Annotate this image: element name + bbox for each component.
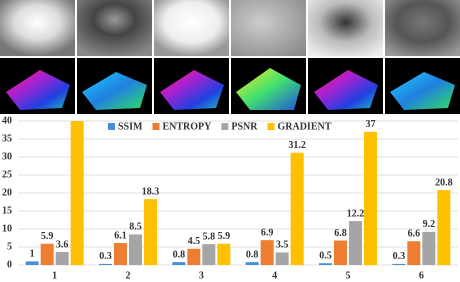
bar bbox=[392, 263, 406, 265]
bar bbox=[364, 131, 377, 265]
value-label: 5.8 bbox=[203, 231, 216, 242]
photo-row bbox=[0, 0, 460, 56]
bar bbox=[407, 241, 421, 265]
value-label: 6.1 bbox=[114, 230, 127, 241]
value-label: 6.6 bbox=[408, 229, 421, 240]
bar bbox=[319, 263, 332, 265]
surface-row bbox=[0, 58, 460, 114]
y-tick-label: 25 bbox=[2, 169, 12, 180]
value-label: 37 bbox=[366, 119, 376, 130]
y-tick-label: 0 bbox=[7, 259, 12, 270]
x-tick-label: 3 bbox=[199, 270, 204, 281]
bar bbox=[349, 221, 362, 265]
legend-swatch bbox=[221, 123, 229, 130]
value-label: 0.3 bbox=[393, 251, 406, 262]
value-label: 0.8 bbox=[246, 249, 259, 260]
y-tick-label: 15 bbox=[2, 205, 12, 216]
y-tick-label: 30 bbox=[2, 151, 12, 162]
bar bbox=[129, 234, 142, 265]
legend-label: ENTROPY bbox=[162, 121, 212, 132]
x-tick-label: 2 bbox=[126, 270, 131, 281]
bar bbox=[202, 244, 216, 265]
bar bbox=[437, 190, 451, 265]
bar bbox=[422, 231, 436, 265]
y-tick-label: 40 bbox=[2, 115, 12, 126]
value-label: 9.2 bbox=[423, 219, 436, 230]
value-label: 3.5 bbox=[276, 240, 289, 251]
bar bbox=[172, 262, 186, 265]
bar-chart: 0510152025303540115.93.620.36.18.518.330… bbox=[2, 115, 458, 281]
x-tick-label: 4 bbox=[272, 270, 277, 281]
value-label: 20.8 bbox=[435, 177, 453, 188]
bar bbox=[245, 262, 259, 265]
value-label: 0.5 bbox=[319, 250, 332, 261]
value-label: 0.8 bbox=[173, 249, 186, 260]
bar bbox=[275, 252, 289, 265]
value-label: 0.3 bbox=[99, 251, 112, 262]
bar bbox=[260, 240, 274, 265]
value-label: 18.3 bbox=[142, 186, 160, 197]
bar bbox=[334, 240, 347, 265]
bar bbox=[70, 121, 84, 265]
value-label: 8.5 bbox=[129, 222, 142, 233]
value-label: 5.9 bbox=[41, 231, 54, 242]
bar bbox=[25, 261, 39, 265]
bar bbox=[114, 243, 127, 265]
bar bbox=[290, 152, 304, 265]
value-label: 3.6 bbox=[56, 239, 69, 250]
value-label: 6.8 bbox=[334, 228, 347, 239]
bar bbox=[217, 243, 231, 265]
legend-swatch bbox=[108, 123, 115, 130]
legend-label: SSIM bbox=[118, 121, 143, 132]
y-tick-label: 35 bbox=[2, 133, 12, 144]
value-label: 4.5 bbox=[188, 236, 201, 247]
y-tick-label: 10 bbox=[2, 223, 12, 234]
value-label: 1 bbox=[30, 249, 35, 260]
value-label: 5.9 bbox=[218, 231, 231, 242]
bar bbox=[99, 263, 112, 265]
bar bbox=[144, 199, 157, 265]
bar bbox=[187, 248, 201, 265]
bar bbox=[40, 243, 54, 265]
x-tick-label: 5 bbox=[346, 270, 351, 281]
y-tick-label: 5 bbox=[7, 241, 12, 252]
legend-swatch bbox=[152, 123, 160, 130]
y-tick-label: 20 bbox=[2, 187, 12, 198]
legend-swatch bbox=[267, 123, 275, 130]
value-label: 12.2 bbox=[347, 208, 365, 219]
legend-label: PSNR bbox=[231, 121, 258, 132]
value-label: 6.9 bbox=[261, 227, 274, 238]
legend-label: GRADIENT bbox=[277, 121, 331, 132]
value-label: 31.2 bbox=[288, 140, 306, 151]
x-tick-label: 6 bbox=[419, 270, 424, 281]
bar bbox=[55, 252, 69, 265]
x-tick-label: 1 bbox=[52, 270, 57, 281]
